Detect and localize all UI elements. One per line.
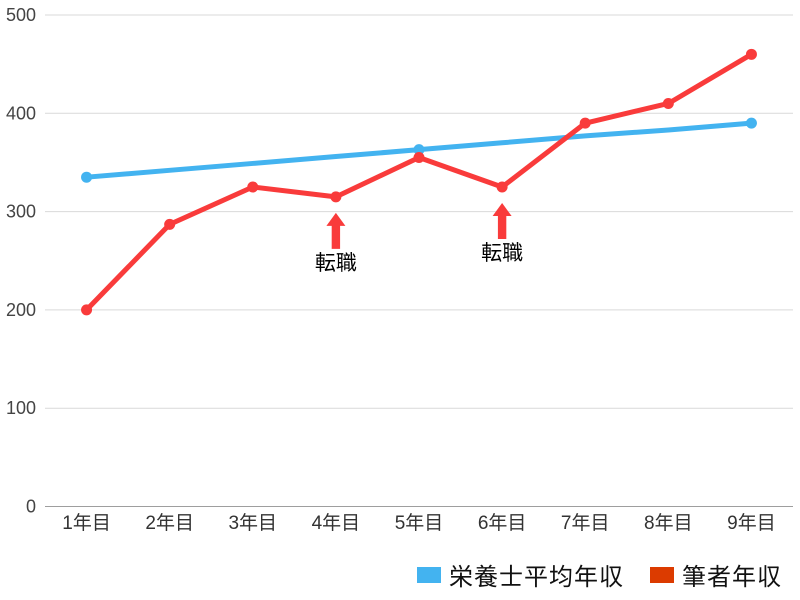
y-tick-label: 0 [26,497,36,517]
legend-swatch-average-salary [417,566,441,583]
legend-item-average-salary: 栄養士平均年収 [417,557,624,592]
y-tick-label: 300 [6,202,36,222]
x-axis-label: 9年目 [727,512,776,534]
data-point [247,181,259,193]
data-point [496,181,508,193]
data-point [164,218,176,230]
y-tick-label: 400 [6,103,36,123]
legend-item-author-salary: 筆者年収 [650,557,782,592]
data-point [413,144,425,156]
x-axis-label: 5年目 [395,512,444,534]
x-axis-label: 4年目 [312,512,361,534]
y-tick-label: 100 [6,398,36,418]
y-tick-label: 200 [6,300,36,320]
legend-label-author-salary: 筆者年収 [682,564,782,591]
legend-swatch-author-salary [650,566,674,583]
data-point [579,117,591,129]
x-axis-label: 8年目 [644,512,693,534]
data-point [745,117,757,129]
data-point [413,152,425,164]
legend-label-average-salary: 栄養士平均年収 [449,564,624,591]
income-line-chart: 0 100 200 300 400 500 1年目 2年目 3年目 4年目 5年目 6年目 7年目 8年目… [6,5,793,534]
data-point [81,171,93,183]
y-tick-label: 500 [6,5,36,25]
data-point [330,191,342,203]
annotation-label: 転職 [315,252,357,275]
series-line-1 [84,51,754,313]
x-axis-label: 1年目 [62,512,111,534]
x-axis-label: 2年目 [145,512,194,534]
x-axis-label: 3年目 [228,512,277,534]
jobchange-arrow-icon [326,212,346,249]
x-axis-label: 6年目 [478,512,527,534]
annotation-label: 転職 [481,242,523,265]
data-point [81,304,93,316]
jobchange-arrow-icon [492,203,512,240]
data-point [745,48,757,60]
x-axis-label: 7年目 [561,512,610,534]
data-point [662,97,674,109]
chart-legend: 栄養士平均年収 筆者年収 [417,557,782,592]
